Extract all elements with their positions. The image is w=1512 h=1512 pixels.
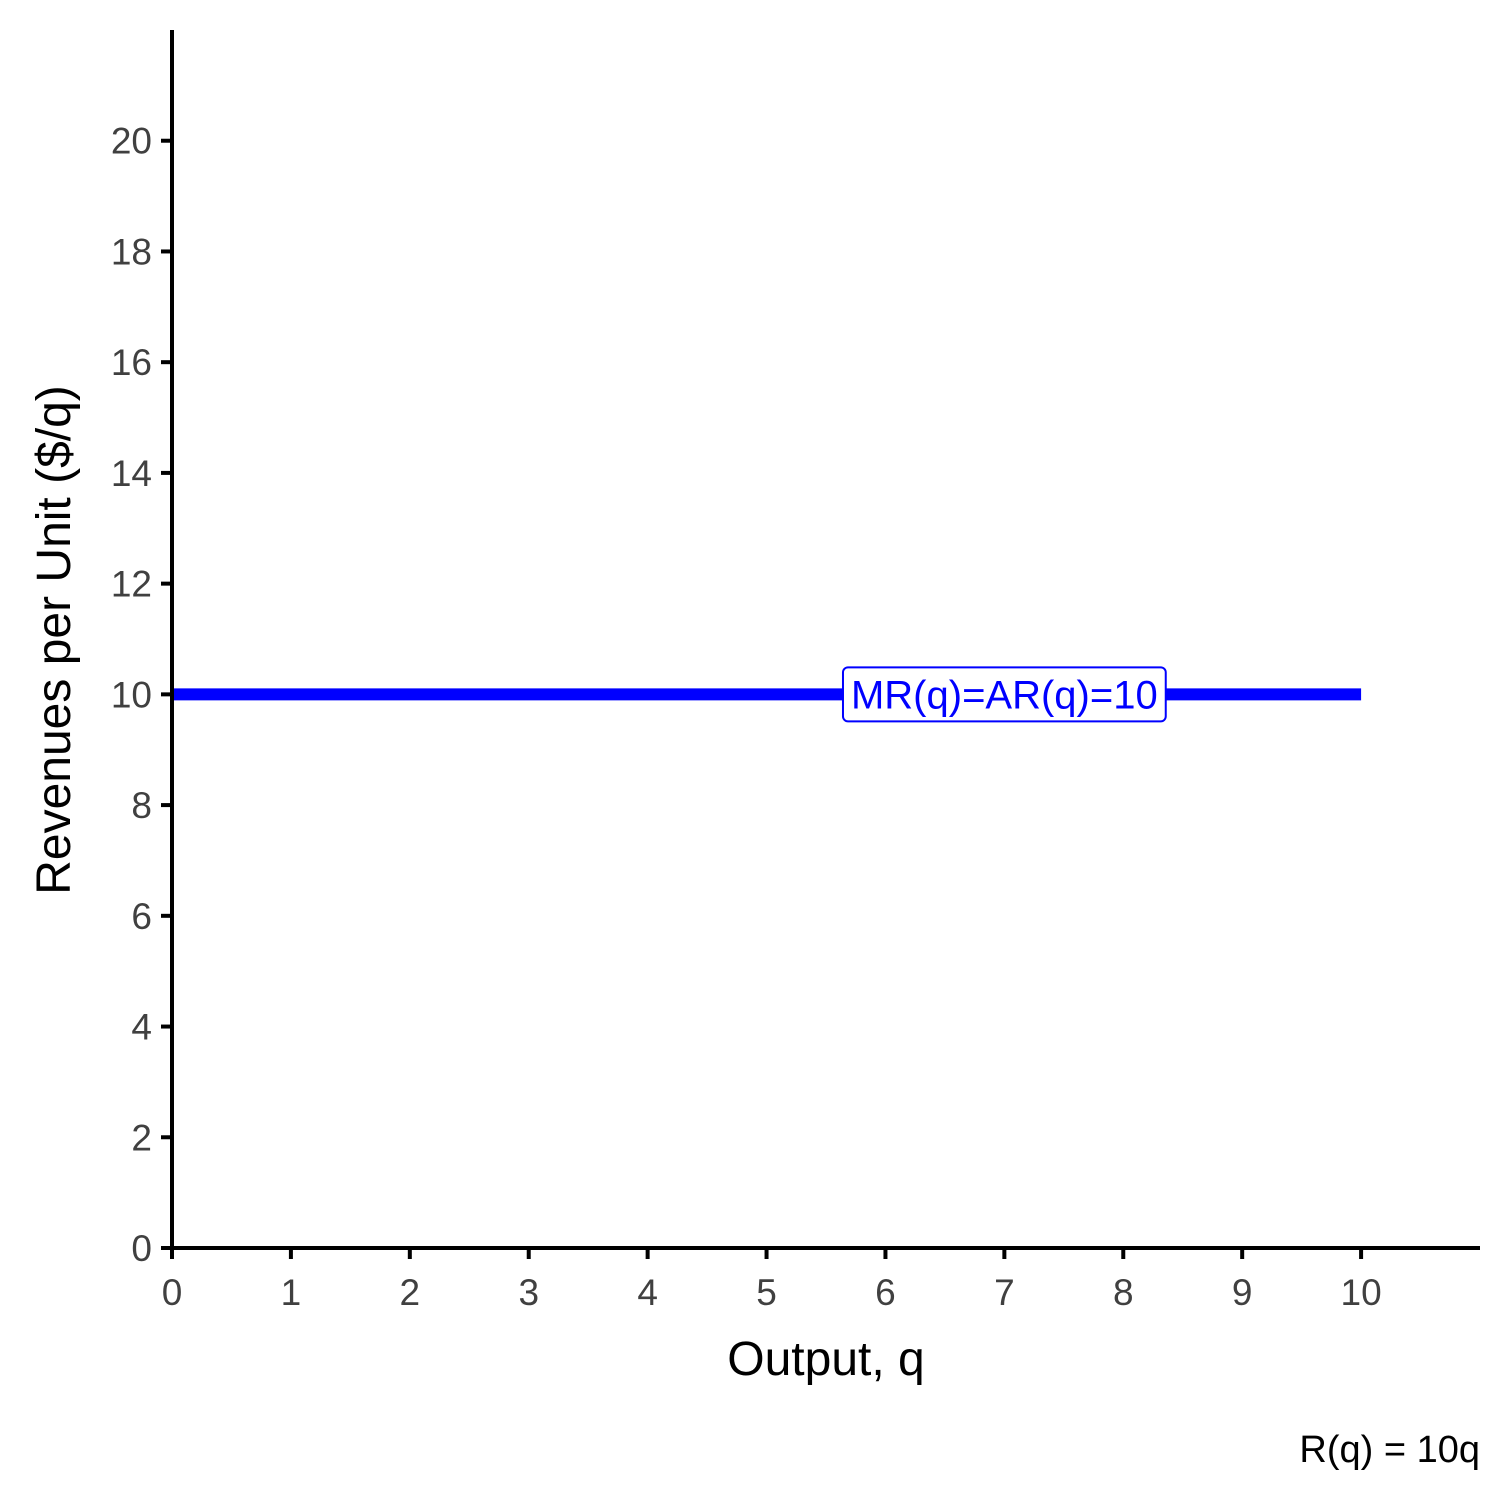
x-tick-label: 10 [1341,1272,1382,1313]
line-label-text: MR(q)=AR(q)=10 [851,673,1158,717]
x-tick-label: 6 [875,1272,896,1313]
line-label: MR(q)=AR(q)=10 [841,666,1167,723]
y-tick-label: 14 [111,453,152,494]
y-tick-label: 2 [131,1117,152,1158]
x-tick-label: 9 [1232,1272,1253,1313]
x-tick-label: 0 [162,1272,183,1313]
y-tick-label: 8 [131,785,152,826]
x-axis-title: Output, q [727,1333,924,1386]
x-tick-label: 1 [281,1272,302,1313]
x-tick-label: 5 [756,1272,777,1313]
x-tick-label: 8 [1113,1272,1134,1313]
chart-caption: R(q) = 10q [1299,1429,1480,1471]
y-tick-label: 10 [111,674,152,715]
x-tick-label: 2 [400,1272,421,1313]
y-axis-title: Revenues per Unit ($/q) [28,385,81,895]
y-tick-label: 0 [131,1228,152,1269]
line-label-box [841,666,1167,723]
y-tick-label: 16 [111,342,152,383]
series-layer: MR(q)=AR(q)=10 [172,666,1362,723]
x-tick-label: 4 [637,1272,658,1313]
x-tick-label: 3 [518,1272,539,1313]
y-tick-label: 6 [131,896,152,937]
y-tick-label: 18 [111,231,152,272]
y-tick-label: 4 [131,1007,152,1048]
y-tick-label: 12 [111,564,152,605]
x-tick-label: 7 [994,1272,1015,1313]
y-tick-label: 20 [111,121,152,162]
